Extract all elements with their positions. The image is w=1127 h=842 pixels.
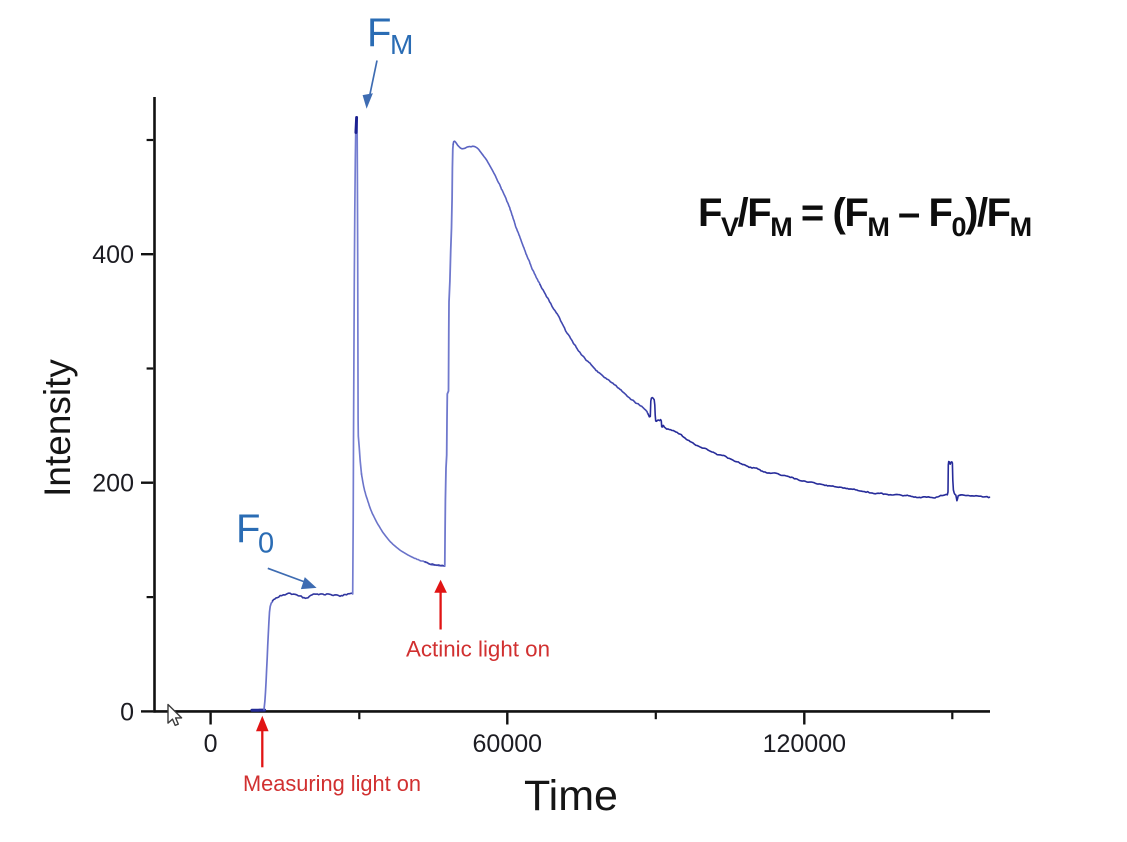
svg-text:0: 0 — [120, 698, 134, 726]
svg-text:200: 200 — [92, 470, 134, 498]
svg-text:M: M — [390, 29, 413, 60]
svg-text:120000: 120000 — [763, 730, 846, 758]
svg-text:FV/FM = (FM – F0)/FM: FV/FM = (FM – F0)/FM — [698, 191, 1031, 242]
svg-text:Measuring light on: Measuring light on — [243, 771, 421, 796]
svg-text:Intensity: Intensity — [37, 359, 78, 497]
svg-text:0: 0 — [258, 528, 274, 560]
svg-text:Time: Time — [524, 772, 618, 820]
svg-text:0: 0 — [204, 730, 218, 758]
svg-text:F: F — [236, 507, 260, 551]
svg-text:60000: 60000 — [473, 730, 543, 758]
svg-text:Actinic light on: Actinic light on — [406, 637, 550, 662]
svg-text:400: 400 — [92, 241, 134, 269]
svg-text:F: F — [367, 11, 391, 55]
